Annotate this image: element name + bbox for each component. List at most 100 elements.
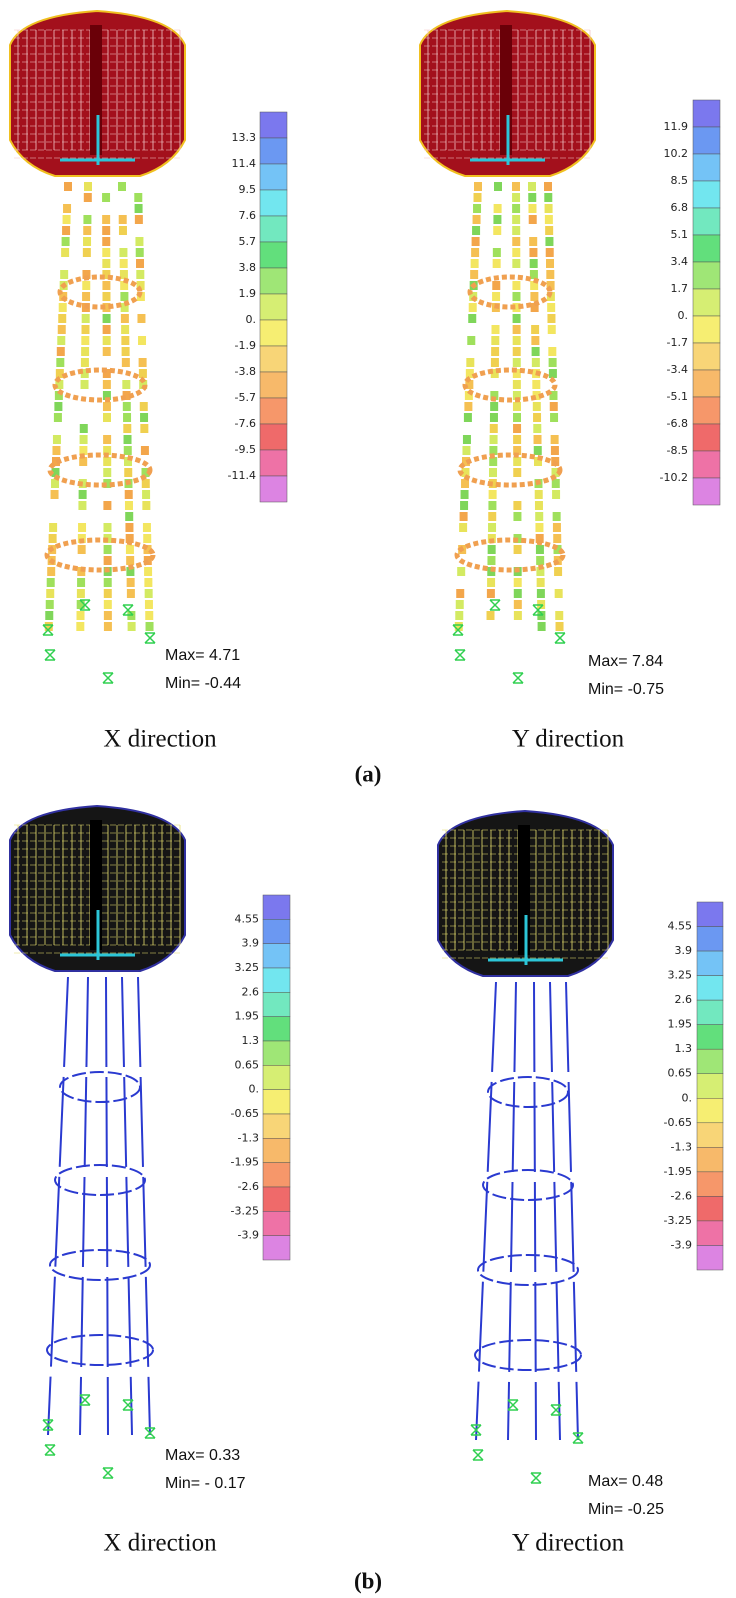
column-segment	[534, 446, 542, 455]
column-segment	[490, 435, 498, 444]
ring	[47, 540, 153, 570]
scale-label: -2.6	[671, 1189, 692, 1202]
scale-label: 5.7	[239, 235, 257, 248]
column-segment	[472, 237, 480, 246]
column-segment	[78, 501, 86, 510]
column-segment	[536, 556, 544, 565]
column-segment	[545, 226, 553, 235]
column-segment	[552, 490, 560, 499]
column-segment	[83, 237, 91, 246]
column-segment	[134, 193, 142, 202]
max-label: Max= 7.84	[588, 653, 663, 670]
scale-label: 0.65	[235, 1058, 260, 1071]
column-segment	[146, 622, 154, 631]
ring	[457, 540, 563, 570]
column-segment	[487, 589, 495, 598]
support	[473, 1450, 483, 1460]
column-segment	[140, 402, 148, 411]
column-segment	[82, 325, 90, 334]
scale-swatch	[263, 1163, 290, 1187]
scale-label: 4.55	[235, 912, 260, 925]
column-segment	[464, 402, 472, 411]
column-segment	[461, 490, 469, 499]
max-label: Max= 0.33	[165, 1447, 240, 1464]
column-segment	[512, 182, 520, 191]
scale-swatch	[263, 1138, 290, 1162]
scale-swatch	[697, 1123, 723, 1148]
column-segment	[104, 622, 112, 631]
column-segment	[136, 248, 144, 257]
tank-core	[90, 25, 102, 155]
support	[145, 633, 155, 643]
column-segment	[102, 281, 110, 290]
column-segment	[45, 611, 53, 620]
column-segment	[512, 193, 520, 202]
scale-label: -0.65	[664, 1116, 692, 1129]
column-segment	[51, 490, 59, 499]
column-segment	[491, 358, 499, 367]
scale-label: 1.95	[235, 1010, 260, 1023]
column-segment	[102, 237, 110, 246]
column-segment	[125, 501, 133, 510]
column-segment	[137, 314, 145, 323]
support	[513, 673, 523, 683]
column-segment	[473, 204, 481, 213]
scale-label: 3.9	[242, 937, 260, 950]
column-segment	[551, 446, 559, 455]
scale-swatch	[263, 895, 290, 919]
column-segment	[123, 424, 131, 433]
column-segment	[535, 512, 543, 521]
column-segment	[54, 402, 62, 411]
column-segment	[469, 303, 477, 312]
column-segment	[512, 215, 520, 224]
column-segment	[138, 336, 146, 345]
column-segment	[529, 215, 537, 224]
scale-label: -3.4	[667, 363, 688, 376]
column-segment	[532, 358, 540, 367]
column-segment	[513, 424, 521, 433]
column-segment	[536, 545, 544, 554]
scale-swatch	[260, 320, 287, 346]
column-segment	[82, 314, 90, 323]
scale-label: 0.	[249, 1083, 260, 1096]
column-segment	[83, 215, 91, 224]
column-segment	[514, 600, 522, 609]
scale-swatch	[693, 397, 720, 424]
column-segment	[82, 281, 90, 290]
column-segment	[528, 193, 536, 202]
column-segment	[103, 336, 111, 345]
scale-swatch	[693, 235, 720, 262]
column-segment	[491, 336, 499, 345]
column-segment	[551, 435, 559, 444]
scale-label: 4.55	[668, 920, 693, 933]
column-segment	[556, 622, 564, 631]
ring	[475, 1340, 581, 1370]
column-segment	[513, 512, 521, 521]
column-segment	[492, 292, 500, 301]
column-segment	[81, 336, 89, 345]
column-segment	[80, 424, 88, 433]
scale-swatch	[693, 181, 720, 208]
column-segment	[103, 468, 111, 477]
column-segment	[49, 523, 57, 532]
column-segment	[80, 435, 88, 444]
scale-label: 6.8	[671, 201, 689, 214]
column-segment	[474, 193, 482, 202]
scale-label: -1.3	[238, 1131, 259, 1144]
column-segment	[81, 358, 89, 367]
column-segment	[77, 578, 85, 587]
scale-swatch	[697, 1049, 723, 1074]
scale-swatch	[263, 992, 290, 1016]
column-segment	[548, 325, 556, 334]
column-segment	[102, 292, 110, 301]
column-segment	[139, 369, 147, 378]
column-segment	[549, 358, 557, 367]
column-segment	[533, 402, 541, 411]
column-segment	[136, 259, 144, 268]
ring	[465, 370, 555, 400]
scale-label: 13.3	[232, 131, 257, 144]
column-segment	[103, 402, 111, 411]
column	[106, 977, 108, 1435]
scale-swatch	[693, 262, 720, 289]
column-segment	[104, 611, 112, 620]
